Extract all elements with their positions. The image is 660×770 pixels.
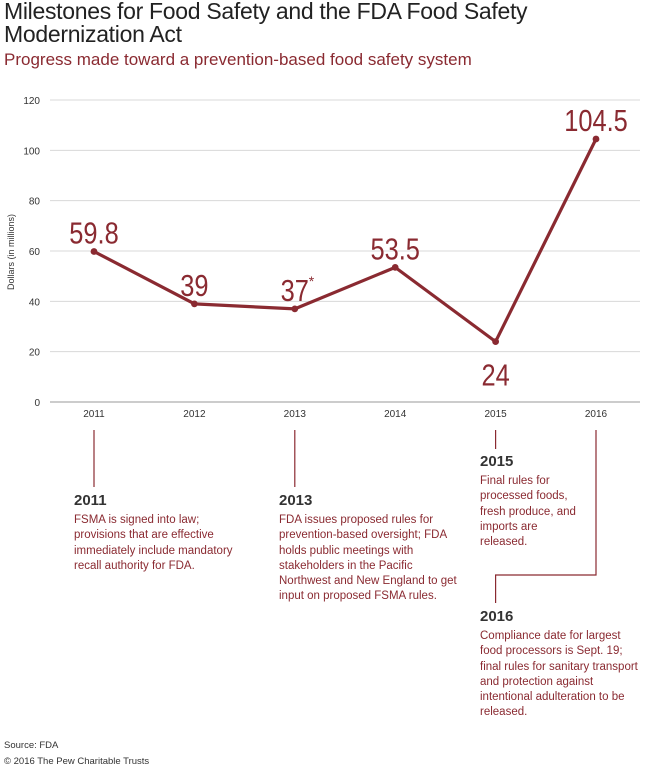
gridlines (50, 99, 640, 403)
series-line-path (92, 137, 598, 344)
x-tick-label: 2015 (484, 409, 507, 420)
data-point (191, 300, 198, 308)
annotation-year: 2013 (279, 492, 313, 509)
annotation-2013: 2013 FDA issues proposed rules for preve… (279, 492, 459, 605)
annotation-connectors (93, 430, 597, 603)
annotation-2011: 2011 FSMA is signed into law; provisions… (74, 492, 254, 574)
annotation-year: 2015 (480, 453, 514, 470)
data-point (592, 135, 600, 143)
y-tick-label: 60 (29, 247, 41, 258)
y-tick-label: 100 (23, 146, 40, 157)
y-tick-label: 80 (29, 197, 41, 208)
data-label: 39 (180, 269, 208, 304)
y-tick-label: 120 (23, 96, 40, 107)
data-label: 53.5 (370, 232, 419, 267)
data-point (391, 263, 399, 271)
data-label: 37 (281, 274, 309, 309)
y-tick-label: 40 (29, 297, 41, 308)
data-point (291, 305, 299, 313)
annotation-text: Final rules for processed foods, fresh p… (480, 475, 576, 549)
annotation-2015: 2015 Final rules for processed foods, fr… (480, 453, 580, 550)
copyright-note: © 2016 The Pew Charitable Trusts (4, 756, 150, 767)
x-tick-label: 2014 (384, 409, 407, 420)
x-tick-label: 2013 (284, 409, 307, 420)
x-tick-labels: 2011 2012 2013 2014 2015 2016 (83, 409, 607, 420)
data-points (90, 135, 600, 345)
x-tick-label: 2011 (83, 409, 105, 420)
y-tick-labels: 0 20 40 60 80 100 120 (23, 96, 40, 409)
x-tick-label: 2016 (585, 409, 608, 420)
y-axis-label: Dollars (in millions) (6, 214, 16, 290)
data-label-footnote-mark: * (309, 273, 315, 289)
chart-subtitle: Progress made toward a prevention-based … (4, 50, 472, 69)
data-label: 24 (481, 358, 509, 393)
chart-title: Milestones for Food Safety and the FDA F… (4, 0, 528, 47)
data-point (90, 248, 98, 255)
data-label: 104.5 (564, 104, 628, 139)
connector-2016 (495, 430, 597, 603)
annotation-year: 2016 (480, 608, 514, 625)
annotation-year: 2011 (74, 492, 107, 509)
y-tick-label: 0 (34, 398, 40, 409)
x-tick-label: 2012 (183, 409, 206, 420)
y-tick-label: 20 (29, 348, 41, 359)
source-note: Source: FDA (4, 740, 59, 751)
annotation-text: Compliance date for largest food process… (480, 630, 638, 719)
annotation-text: FDA issues proposed rules for prevention… (279, 514, 457, 603)
annotation-text: FSMA is signed into law; provisions that… (74, 514, 233, 572)
data-label: 59.8 (69, 216, 118, 251)
series-line (92, 137, 598, 344)
annotation-2016: 2016 Compliance date for largest food pr… (480, 608, 638, 721)
data-labels: 59.8 39 37 * 53.5 24 104.5 (69, 104, 628, 394)
data-point (492, 338, 499, 345)
